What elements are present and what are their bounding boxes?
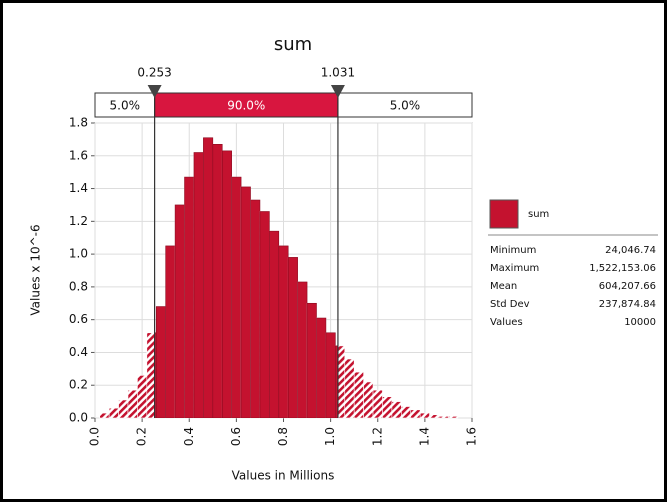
x-tick-label: 1.6 [465, 427, 479, 446]
bar-tail [382, 396, 393, 419]
bar [250, 199, 261, 418]
percentile-label: 90.0% [227, 99, 265, 113]
x-tick-label: 0.4 [182, 427, 196, 446]
x-axis-label: Values in Millions [232, 469, 335, 483]
bar-tail [429, 414, 440, 419]
bar [259, 211, 270, 418]
legend-swatch [489, 199, 519, 229]
y-tick-label: 0.4 [69, 345, 88, 359]
stat-value: 10000 [624, 317, 656, 328]
x-tick-label: 0.2 [135, 427, 149, 446]
bar-tail [363, 381, 374, 419]
bar-tail [401, 406, 412, 419]
marker-handle [147, 85, 162, 98]
bar-tail [137, 375, 148, 419]
stat-value: 1,522,153.06 [589, 263, 656, 274]
x-tick-label: 0.6 [229, 427, 243, 446]
x-tick-label: 0.8 [276, 427, 290, 446]
bar [278, 245, 289, 418]
stat-value: 237,874.84 [599, 299, 656, 310]
y-tick-label: 0.8 [69, 279, 88, 293]
bar [297, 281, 308, 418]
bar [203, 137, 214, 418]
bar [174, 204, 185, 418]
bar-tail [353, 371, 364, 419]
stat-value: 604,207.66 [599, 281, 656, 292]
x-tick-label: 0.0 [88, 427, 102, 446]
stat-name: Maximum [490, 263, 539, 274]
bar-tail [344, 358, 355, 419]
bar [212, 144, 223, 418]
bar [231, 176, 242, 418]
stat-name: Std Dev [490, 299, 530, 310]
percentile-label: 5.0% [390, 99, 421, 113]
bar [269, 230, 280, 418]
bar [325, 332, 336, 418]
percentile-label: 5.0% [110, 99, 141, 113]
x-tick-label: 1.4 [417, 427, 431, 446]
y-tick-label: 1.6 [69, 148, 88, 162]
percentile-band [94, 92, 156, 118]
stat-name: Mean [490, 281, 517, 292]
bar [193, 152, 204, 418]
bar [165, 245, 176, 418]
bar-tail [448, 416, 459, 419]
bar [240, 186, 251, 418]
y-tick-label: 0.6 [69, 312, 88, 326]
bar [221, 150, 232, 418]
y-tick-label: 1.0 [69, 247, 88, 261]
bar [184, 176, 195, 418]
y-tick-label: 1.4 [69, 181, 88, 195]
marker-label: 0.253 [137, 66, 171, 80]
chart-title: sum [274, 34, 312, 55]
bar [155, 306, 166, 418]
bar-tail [127, 389, 138, 419]
bar-tail [118, 399, 129, 419]
bar-tail [108, 407, 119, 419]
bar-tail [391, 401, 402, 419]
legend-label: sum [528, 209, 549, 220]
bar-tail [372, 389, 383, 419]
y-axis-label: Values x 10^-6 [29, 224, 43, 315]
bar [335, 345, 338, 418]
bar [287, 257, 298, 418]
y-tick-label: 1.8 [69, 116, 88, 130]
y-tick-label: 1.2 [69, 214, 88, 228]
bar [316, 317, 327, 418]
bar-tail [99, 412, 110, 419]
percentile-band [154, 92, 339, 118]
marker-handle [330, 85, 345, 98]
bar-tail [419, 412, 430, 419]
marker-label: 1.031 [321, 66, 355, 80]
stat-name: Minimum [490, 245, 536, 256]
x-tick-label: 1.2 [370, 427, 384, 446]
y-tick-label: 0.0 [69, 411, 88, 425]
bar-tail [410, 409, 421, 419]
stat-value: 24,046.74 [605, 245, 656, 256]
x-tick-label: 1.0 [323, 427, 337, 446]
bar-tail [438, 416, 449, 419]
bar [306, 302, 317, 418]
stat-name: Values [490, 317, 523, 328]
y-tick-label: 0.2 [69, 378, 88, 392]
